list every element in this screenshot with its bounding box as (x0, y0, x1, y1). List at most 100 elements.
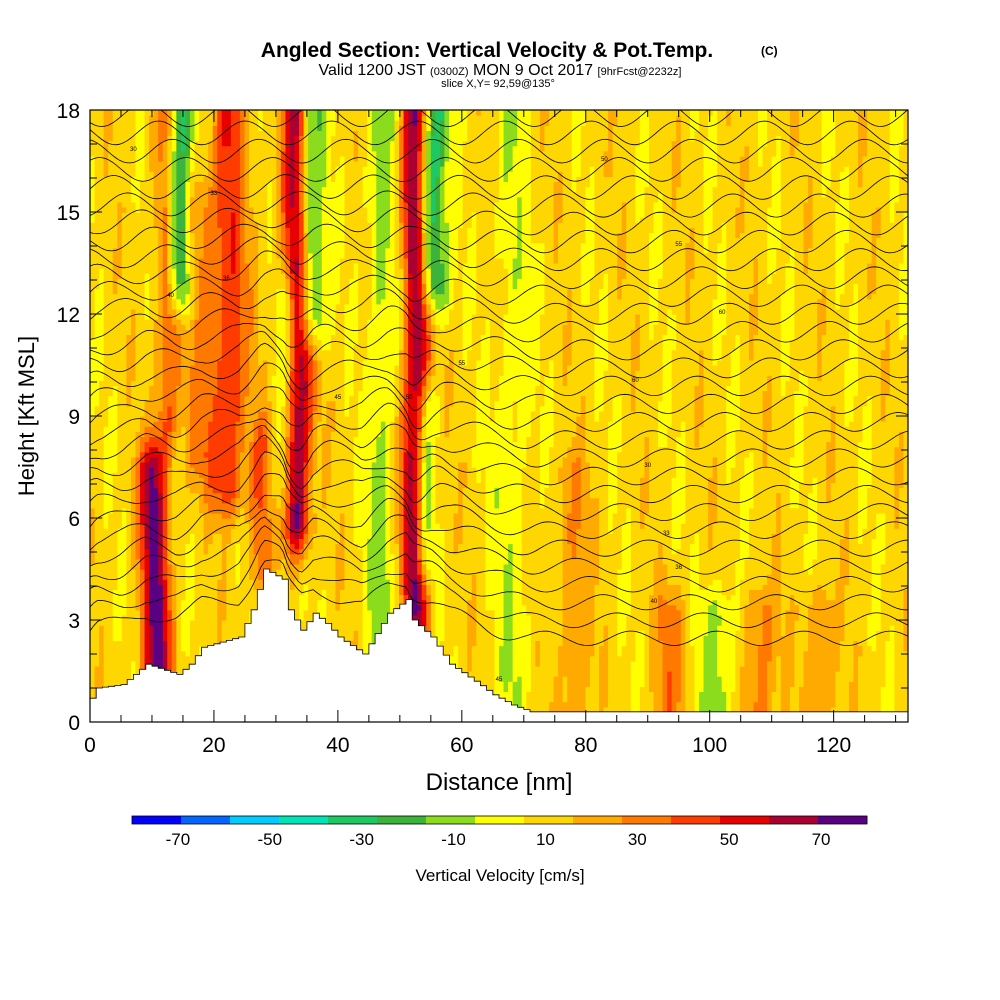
velocity-cell (881, 646, 886, 652)
velocity-cell (135, 635, 140, 641)
velocity-cell (885, 640, 890, 646)
velocity-cell (158, 589, 163, 595)
velocity-cell (517, 620, 522, 626)
velocity-cell (672, 630, 677, 636)
velocity-cell (808, 676, 813, 682)
velocity-cell (644, 646, 649, 652)
velocity-cell (326, 610, 331, 616)
velocity-cell (526, 686, 531, 692)
velocity-cell (858, 584, 863, 590)
velocity-cell (444, 630, 449, 636)
velocity-cell (667, 615, 672, 621)
velocity-cell (349, 635, 354, 641)
velocity-cell (767, 589, 772, 595)
velocity-cell (549, 579, 554, 585)
velocity-cell (694, 620, 699, 626)
velocity-cell (617, 686, 622, 692)
velocity-cell (808, 589, 813, 595)
velocity-cell (649, 579, 654, 585)
velocity-cell (135, 630, 140, 636)
velocity-cell (744, 600, 749, 606)
velocity-cell (522, 676, 527, 682)
velocity-cell (572, 676, 577, 682)
velocity-cell (685, 620, 690, 626)
velocity-cell (704, 681, 709, 687)
velocity-cell (567, 630, 572, 636)
velocity-cell (590, 656, 595, 662)
velocity-cell (844, 589, 849, 595)
velocity-cell (299, 600, 304, 606)
velocity-cell (463, 635, 468, 641)
velocity-cell (576, 579, 581, 585)
velocity-cell (613, 651, 618, 657)
velocity-cell (522, 620, 527, 626)
velocity-cell (140, 589, 145, 595)
velocity-cell (354, 589, 359, 595)
velocity-cell (213, 610, 218, 616)
velocity-cell (890, 691, 895, 697)
velocity-cell (599, 600, 604, 606)
velocity-cell (726, 600, 731, 606)
velocity-cell (376, 589, 381, 595)
velocity-cell (613, 702, 618, 708)
velocity-cell (676, 579, 681, 585)
velocity-cell (626, 589, 631, 595)
velocity-cell (849, 589, 854, 595)
velocity-cell (217, 610, 222, 616)
velocity-cell (803, 691, 808, 697)
velocity-cell (494, 661, 499, 667)
velocity-cell (176, 584, 181, 590)
velocity-cell (817, 697, 822, 703)
velocity-cell (531, 605, 536, 611)
velocity-cell (135, 620, 140, 626)
velocity-cell (794, 605, 799, 611)
velocity-cell (744, 651, 749, 657)
velocity-cell (104, 635, 109, 641)
velocity-cell (799, 661, 804, 667)
velocity-cell (794, 630, 799, 636)
velocity-cell (354, 630, 359, 636)
velocity-cell (354, 615, 359, 621)
velocity-cell (576, 686, 581, 692)
velocity-cell (626, 646, 631, 652)
velocity-cell (104, 620, 109, 626)
velocity-cell (840, 610, 845, 616)
velocity-cell (803, 656, 808, 662)
velocity-cell (90, 579, 95, 585)
velocity-cell (126, 646, 131, 652)
velocity-cell (499, 605, 504, 611)
velocity-cell (508, 595, 513, 601)
velocity-cell (849, 686, 854, 692)
velocity-cell (540, 686, 545, 692)
velocity-cell (631, 620, 636, 626)
velocity-cell (240, 615, 245, 621)
velocity-cell (599, 646, 604, 652)
velocity-cell (540, 625, 545, 631)
velocity-cell (613, 605, 618, 611)
velocity-cell (490, 579, 495, 585)
velocity-cell (513, 697, 518, 703)
velocity-cell (822, 691, 827, 697)
velocity-cell (567, 610, 572, 616)
velocity-cell (590, 584, 595, 590)
velocity-cell (640, 686, 645, 692)
velocity-cell (576, 656, 581, 662)
velocity-cell (722, 681, 727, 687)
velocity-cell (417, 610, 422, 616)
velocity-cell (163, 584, 168, 590)
velocity-cell (644, 666, 649, 672)
velocity-cell (676, 671, 681, 677)
velocity-cell (626, 671, 631, 677)
velocity-cell (794, 584, 799, 590)
velocity-cell (813, 646, 818, 652)
velocity-cell (304, 600, 309, 606)
velocity-cell (622, 605, 627, 611)
velocity-cell (622, 584, 627, 590)
velocity-cell (863, 605, 868, 611)
velocity-cell (726, 640, 731, 646)
velocity-cell (781, 630, 786, 636)
velocity-cell (535, 615, 540, 621)
velocity-cell (222, 630, 227, 636)
velocity-cell (549, 600, 554, 606)
velocity-cell (531, 686, 536, 692)
